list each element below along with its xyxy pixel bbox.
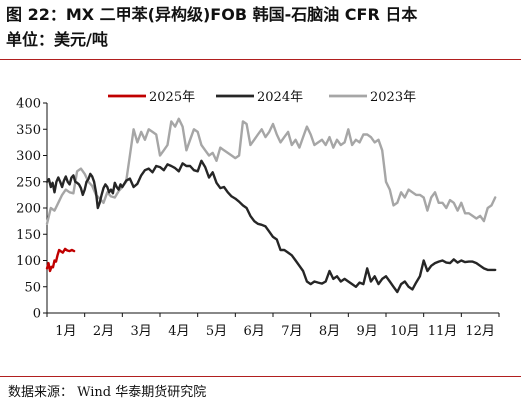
x-tick-label: 9月: [357, 324, 378, 339]
x-tick-label: 2月: [93, 324, 114, 339]
x-tick-label: 1月: [55, 324, 76, 339]
series-line-2: [45, 117, 497, 226]
x-tick-label: 10月: [390, 324, 420, 339]
y-tick-label: 200: [16, 202, 41, 217]
footer-divider: [0, 376, 521, 377]
y-tick-label: 350: [16, 123, 41, 138]
y-tick-label: 100: [16, 254, 41, 269]
series-line-1: [45, 159, 497, 294]
x-tick-label: 11月: [428, 324, 458, 339]
legend-label-0: 2025年: [149, 90, 195, 105]
y-tick-label: 250: [16, 175, 41, 190]
series-line-0: [45, 247, 76, 273]
chart-axes: 0 50 100 150 200 250 300 350 400 1月 2月 3月 4月 5月 6月 7月 8月…: [16, 97, 500, 339]
data-source: 数据来源： Wind 华泰期货研究院: [8, 385, 207, 400]
chart-title-line2: 单位：美元/吨: [6, 30, 108, 49]
x-tick-label: 7月: [281, 324, 302, 339]
legend-label-1: 2024年: [257, 90, 303, 105]
x-tick-label: 4月: [168, 324, 189, 339]
y-tick-label: 400: [16, 97, 41, 112]
chart-series: [45, 117, 497, 294]
x-tick-label: 5月: [206, 324, 227, 339]
x-tick-label: 12月: [465, 324, 495, 339]
chart-legend: 2025年 2024年 2023年: [108, 90, 416, 105]
x-tick-label: 6月: [244, 324, 265, 339]
x-tick-label: 3月: [131, 324, 152, 339]
line-chart: 0 50 100 150 200 250 300 350 400 1月 2月 3月 4月 5月 6月 7月 8月…: [16, 90, 500, 339]
legend-label-2: 2023年: [370, 90, 416, 105]
chart-title-line1: 图 22：MX 二甲苯(异构级)FOB 韩国-石脑油 CFR 日本: [6, 5, 418, 24]
y-tick-label: 0: [33, 307, 41, 322]
chart-title: 图 22：MX 二甲苯(异构级)FOB 韩国-石脑油 CFR 日本 单位：美元/…: [6, 2, 518, 52]
y-tick-label: 150: [16, 228, 41, 243]
x-tick-label: 8月: [319, 324, 340, 339]
title-divider: [0, 59, 521, 60]
y-tick-label: 300: [16, 149, 41, 164]
y-tick-label: 50: [24, 280, 41, 295]
